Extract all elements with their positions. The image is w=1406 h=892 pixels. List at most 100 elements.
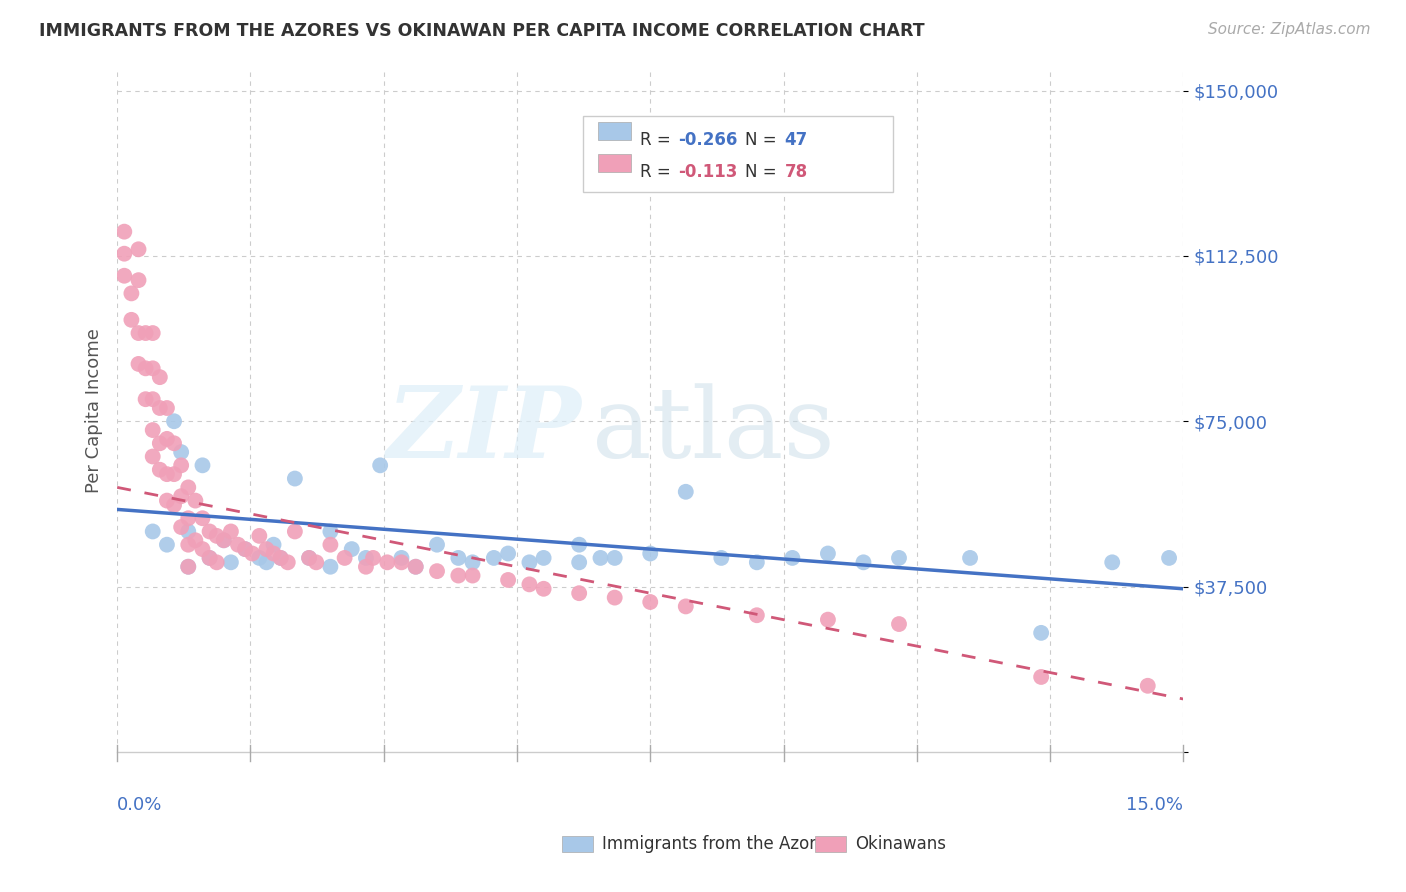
Point (219, 555, 242, 569)
Point (142, 326, 165, 340)
Point (959, 550, 981, 565)
Point (149, 463, 172, 477)
Point (284, 524, 307, 539)
Point (852, 555, 875, 569)
Point (568, 586, 591, 600)
Text: -0.113: -0.113 (678, 163, 737, 181)
Point (1031, 670, 1053, 684)
Point (191, 458, 214, 473)
Point (156, 538, 179, 552)
Point (638, 595, 661, 609)
Point (675, 599, 697, 614)
Point (482, 550, 505, 565)
Text: atlas: atlas (592, 383, 834, 479)
Y-axis label: Per Capita Income: Per Capita Income (86, 327, 103, 492)
Text: -0.266: -0.266 (678, 131, 737, 149)
Point (142, 361, 165, 376)
Point (112, 225, 135, 239)
Point (298, 550, 321, 565)
Point (247, 529, 270, 543)
Point (426, 538, 449, 552)
Point (177, 480, 200, 494)
Point (817, 613, 839, 627)
Point (177, 559, 200, 574)
Point (247, 550, 270, 565)
Point (212, 533, 235, 548)
Point (198, 550, 221, 565)
Point (340, 542, 363, 557)
Point (887, 550, 910, 565)
Text: Immigrants from the Azores: Immigrants from the Azores (602, 835, 835, 853)
Point (120, 313, 142, 327)
Point (226, 538, 249, 552)
Point (156, 432, 179, 446)
Point (128, 326, 150, 340)
Point (233, 542, 256, 557)
Point (156, 401, 179, 415)
Point (170, 458, 193, 473)
Point (354, 559, 377, 574)
Text: N =: N = (745, 163, 782, 181)
Point (128, 273, 150, 287)
Point (156, 467, 179, 482)
Point (1157, 550, 1180, 565)
Point (198, 524, 221, 539)
Point (638, 547, 661, 561)
Point (305, 555, 328, 569)
Point (170, 445, 193, 459)
Point (887, 617, 910, 632)
Text: IMMIGRANTS FROM THE AZORES VS OKINAWAN PER CAPITA INCOME CORRELATION CHART: IMMIGRANTS FROM THE AZORES VS OKINAWAN P… (39, 22, 925, 40)
Point (191, 511, 214, 525)
Text: R =: R = (640, 131, 676, 149)
Point (184, 533, 207, 548)
Point (782, 550, 804, 565)
Point (135, 326, 157, 340)
Point (177, 559, 200, 574)
Point (461, 568, 484, 582)
Point (270, 550, 292, 565)
Point (603, 550, 626, 565)
Point (256, 542, 278, 557)
Point (333, 550, 356, 565)
Point (589, 550, 612, 565)
Point (177, 538, 200, 552)
Point (205, 529, 228, 543)
Point (149, 436, 172, 450)
Point (112, 268, 135, 283)
Point (142, 524, 165, 539)
Point (745, 555, 768, 569)
Text: Source: ZipAtlas.com: Source: ZipAtlas.com (1208, 22, 1371, 37)
Point (405, 559, 427, 574)
Point (135, 392, 157, 407)
Point (319, 524, 342, 539)
Point (212, 533, 235, 548)
Point (368, 458, 391, 473)
Point (496, 547, 519, 561)
Point (284, 471, 307, 485)
Point (603, 591, 626, 605)
Point (391, 555, 413, 569)
Point (120, 286, 142, 301)
Point (354, 550, 377, 565)
Point (568, 555, 591, 569)
Point (149, 370, 172, 384)
Point (128, 357, 150, 371)
Text: R =: R = (640, 163, 676, 181)
Text: 78: 78 (785, 163, 807, 181)
Point (256, 555, 278, 569)
Point (205, 555, 228, 569)
Point (263, 538, 285, 552)
Text: Okinawans: Okinawans (855, 835, 946, 853)
Point (163, 467, 186, 482)
Point (163, 414, 186, 428)
Point (263, 547, 285, 561)
Text: N =: N = (745, 131, 782, 149)
Point (1031, 625, 1053, 640)
Text: 47: 47 (785, 131, 808, 149)
Point (191, 542, 214, 557)
Point (233, 542, 256, 557)
Point (135, 361, 157, 376)
Point (1101, 555, 1123, 569)
Point (170, 489, 193, 503)
Point (745, 608, 768, 623)
